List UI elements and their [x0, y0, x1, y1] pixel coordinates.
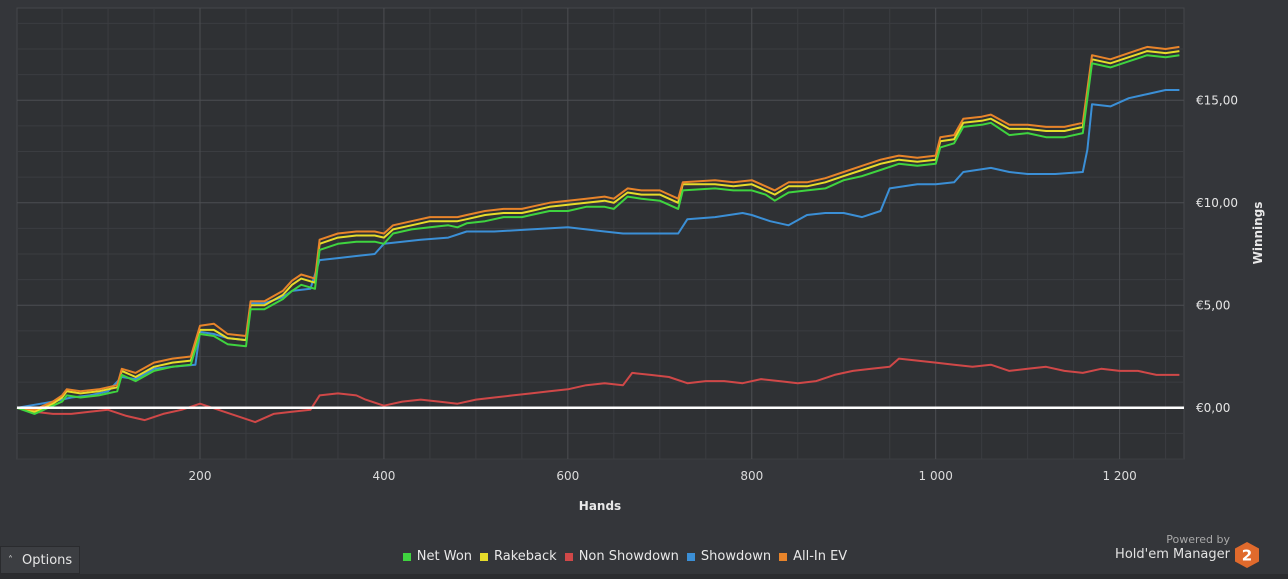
x-axis-ticks: 200 400 600 800 1 000 1 200: [189, 469, 1137, 483]
legend-item[interactable]: Rakeback: [480, 549, 557, 564]
legend-swatch: [686, 552, 695, 561]
brand-block: Powered by Hold'em Manager: [1115, 533, 1230, 562]
legend-item[interactable]: Non Showdown: [564, 549, 679, 564]
chart-legend: Net Won Rakeback Non Showdown Showdown All-I…: [0, 549, 1250, 564]
x-tick-label: 800: [740, 469, 763, 483]
x-axis-title: Hands: [579, 499, 621, 513]
legend-item[interactable]: All-In EV: [779, 549, 847, 564]
legend-label: Net Won: [416, 549, 473, 564]
x-tick-label: 400: [372, 469, 395, 483]
legend-label: Rakeback: [494, 549, 557, 564]
legend-swatch: [779, 552, 788, 561]
powered-by-text: Powered by: [1166, 533, 1230, 546]
x-tick-label: 600: [556, 469, 579, 483]
minor-gridlines: [17, 8, 1184, 460]
legend-label: Showdown: [700, 549, 772, 564]
plot-area: [16, 7, 1185, 460]
legend-swatch: [402, 552, 411, 561]
series-line-net-won: [16, 54, 1180, 415]
series-line-all-in-ev: [16, 45, 1180, 411]
x-tick-label: 200: [189, 469, 212, 483]
series-layer: [16, 45, 1180, 424]
y-tick-label: €15,00: [1196, 93, 1238, 107]
svg-text:2: 2: [1242, 547, 1252, 565]
legend-label: Non Showdown: [578, 549, 679, 564]
x-tick-label: 1 000: [919, 469, 953, 483]
series-line-rakeback: [16, 50, 1180, 413]
y-axis-ticks: €0,00 €5,00 €10,00 €15,00: [1196, 93, 1238, 415]
y-tick-label: €0,00: [1196, 401, 1230, 415]
series-line-showdown: [16, 89, 1180, 409]
legend-item[interactable]: Showdown: [686, 549, 772, 564]
x-tick-label: 1 200: [1102, 469, 1136, 483]
legend-swatch: [564, 552, 573, 561]
y-tick-label: €5,00: [1196, 298, 1230, 312]
caret-up-icon: ˄: [8, 554, 13, 566]
options-button[interactable]: ˄ Options: [0, 546, 80, 574]
brand-name: Hold'em Manager: [1115, 547, 1230, 562]
options-label: Options: [22, 552, 73, 568]
hem2-logo-icon: 2: [1235, 542, 1259, 568]
legend-swatch: [480, 552, 489, 561]
legend-label: All-In EV: [793, 549, 848, 564]
y-tick-label: €10,00: [1196, 196, 1238, 210]
legend-item[interactable]: Net Won: [402, 549, 473, 564]
bottom-bar: [0, 574, 1288, 579]
y-axis-title: Winnings: [1251, 202, 1265, 265]
